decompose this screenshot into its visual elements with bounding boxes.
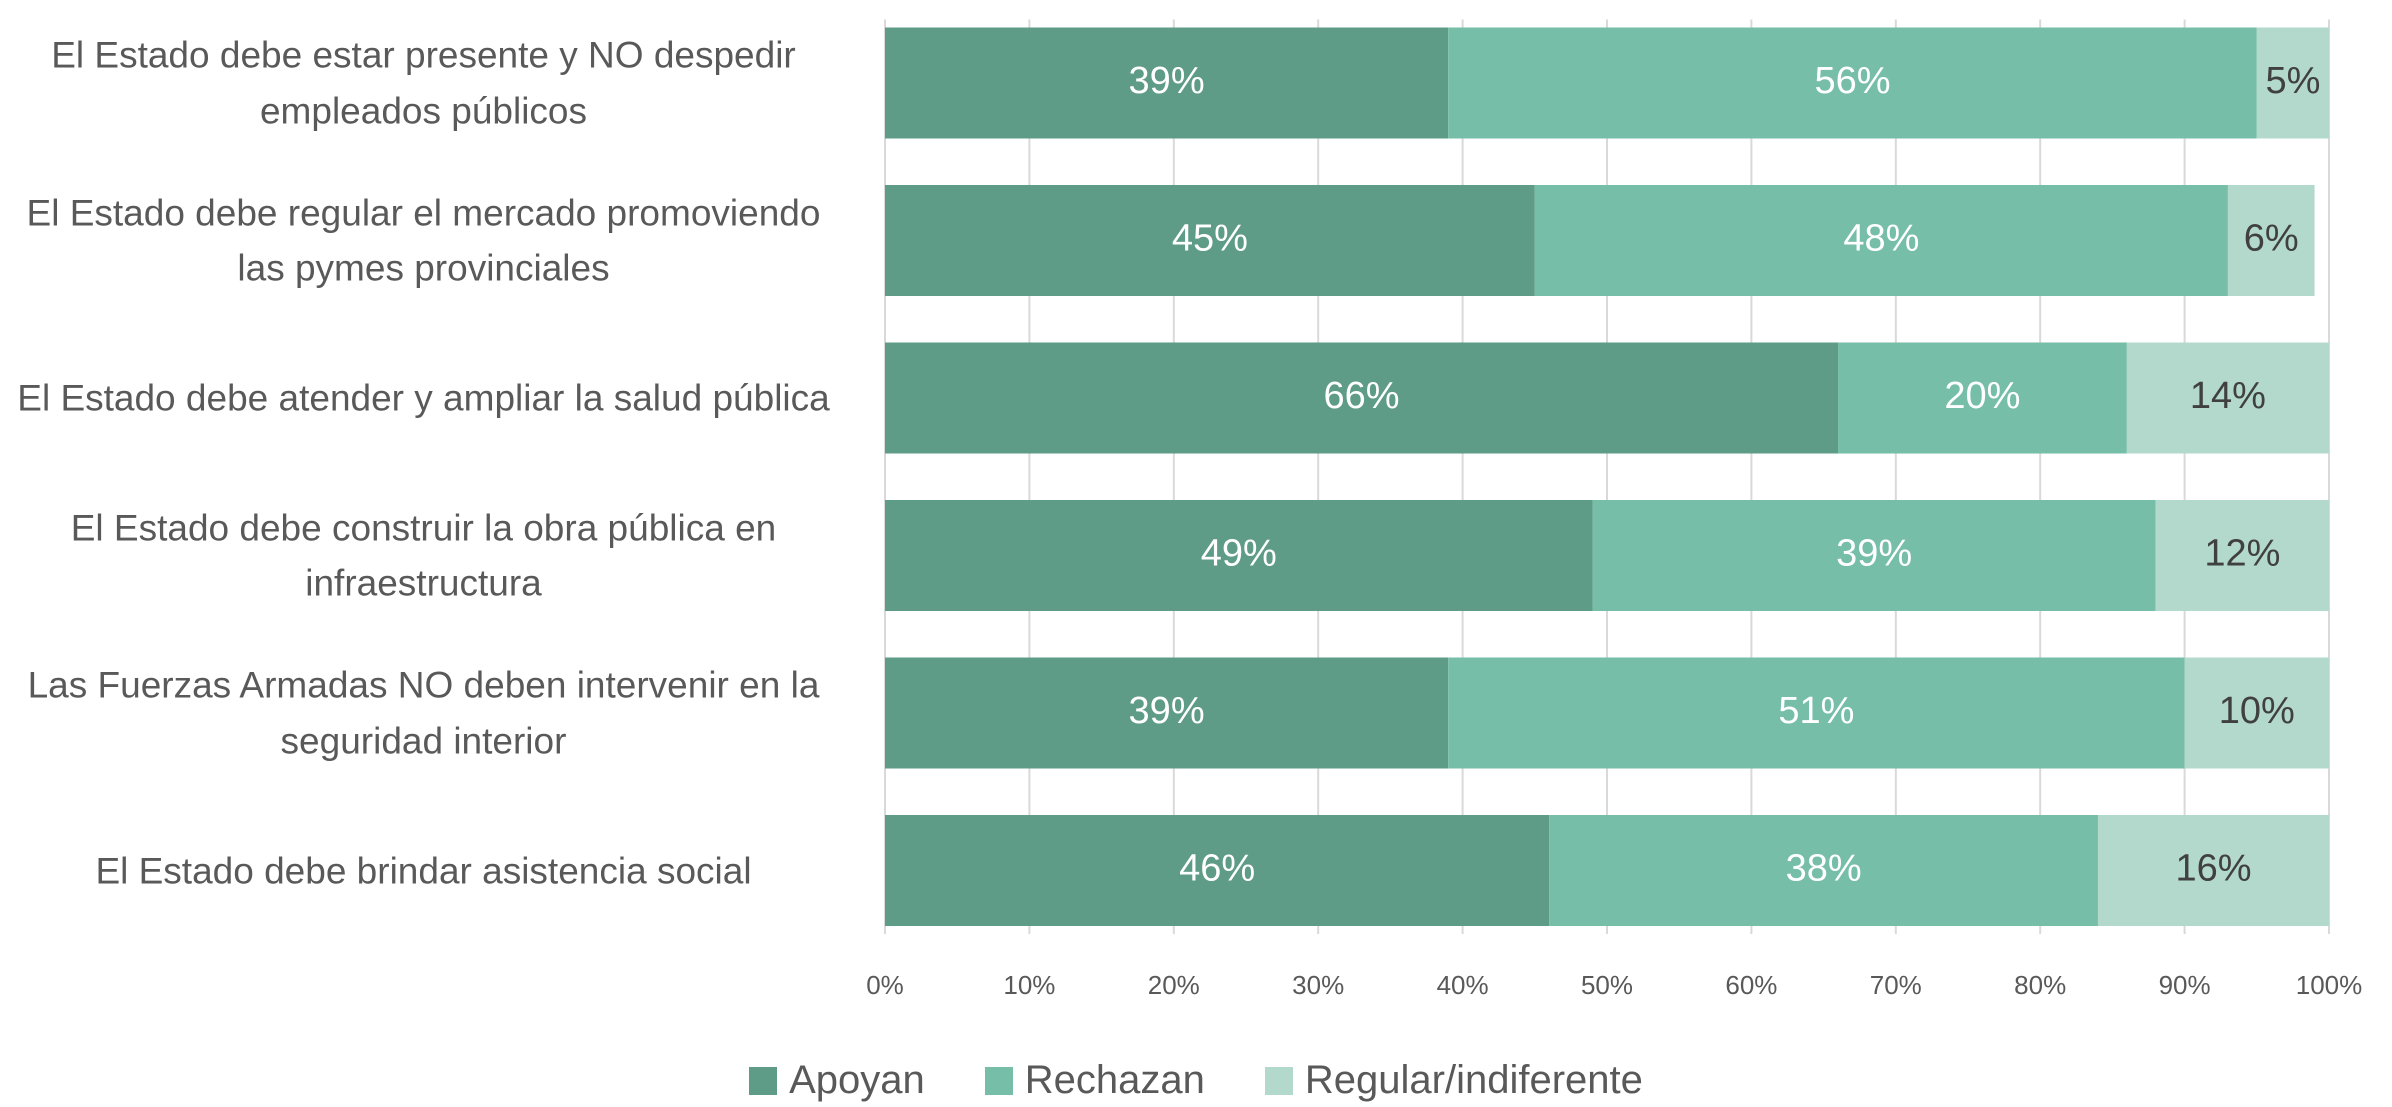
bar-segment bbox=[885, 500, 1593, 611]
legend: Apoyan Rechazan Regular/indiferente bbox=[0, 1058, 2392, 1103]
data-label: 56% bbox=[1814, 60, 1890, 102]
x-tick-label: 50% bbox=[1581, 970, 1633, 1000]
legend-swatch bbox=[984, 1066, 1013, 1095]
data-label: 16% bbox=[2175, 848, 2251, 890]
bar-segment bbox=[2227, 185, 2315, 296]
category-label: El Estado debe estar presente y NO despe… bbox=[51, 34, 796, 132]
legend-label: Regular/indiferente bbox=[1304, 1058, 1643, 1102]
data-label: 5% bbox=[2265, 60, 2320, 102]
bar-segment bbox=[1838, 342, 2127, 454]
data-label: 66% bbox=[1323, 375, 1399, 417]
legend-swatch bbox=[1264, 1066, 1293, 1095]
data-label: 14% bbox=[2190, 375, 2266, 417]
bar-segment bbox=[885, 27, 1449, 139]
legend-item: Rechazan bbox=[984, 1058, 1205, 1103]
legend-label: Apoyan bbox=[789, 1058, 925, 1102]
legend-label: Rechazan bbox=[1024, 1058, 1205, 1102]
bar-segment bbox=[2097, 815, 2329, 926]
data-label: 38% bbox=[1786, 848, 1862, 890]
bar-segment bbox=[1534, 185, 2228, 296]
x-tick-label: 10% bbox=[1003, 970, 1055, 1000]
category-label: El Estado debe construir la obra pública… bbox=[70, 507, 777, 604]
bar-segment bbox=[885, 185, 1535, 296]
legend-item: Regular/indiferente bbox=[1264, 1058, 1643, 1103]
x-tick-label: 100% bbox=[2296, 970, 2363, 1000]
x-tick-label: 30% bbox=[1292, 970, 1344, 1000]
data-label: 51% bbox=[1778, 690, 1854, 732]
data-label: 45% bbox=[1172, 218, 1248, 260]
data-label: 48% bbox=[1843, 218, 1919, 260]
x-tick-label: 40% bbox=[1437, 970, 1489, 1000]
data-label: 12% bbox=[2204, 533, 2280, 575]
legend-item: Apoyan bbox=[749, 1058, 925, 1103]
legend-swatch bbox=[749, 1066, 778, 1095]
category-label: El Estado debe brindar asistencia social bbox=[95, 849, 752, 891]
bar-segment bbox=[885, 657, 1449, 769]
bar-segment bbox=[2155, 500, 2329, 611]
category-label: Las Fuerzas Armadas NO deben intervenir … bbox=[27, 664, 820, 762]
category-label: El Estado debe atender y ampliar la salu… bbox=[17, 377, 830, 419]
data-label: 39% bbox=[1129, 690, 1205, 732]
bar-segment bbox=[1448, 27, 2257, 139]
bar-segment bbox=[1448, 657, 2185, 769]
x-tick-label: 60% bbox=[1725, 970, 1777, 1000]
data-label: 46% bbox=[1179, 848, 1255, 890]
x-tick-label: 20% bbox=[1148, 970, 1200, 1000]
data-label: 39% bbox=[1129, 60, 1205, 102]
data-label: 39% bbox=[1836, 533, 1912, 575]
bar-segment bbox=[1592, 500, 2156, 611]
bar-segment bbox=[885, 815, 1550, 926]
bar-segment bbox=[2256, 27, 2329, 139]
data-label: 20% bbox=[1944, 375, 2020, 417]
category-label: El Estado debe regular el mercado promov… bbox=[26, 192, 821, 289]
x-tick-label: 0% bbox=[866, 970, 904, 1000]
x-tick-label: 70% bbox=[1870, 970, 1922, 1000]
x-tick-label: 80% bbox=[2014, 970, 2066, 1000]
bar-segment bbox=[2184, 657, 2329, 769]
bar-segment bbox=[1549, 815, 2098, 926]
x-tick-label: 90% bbox=[2159, 970, 2211, 1000]
data-label: 6% bbox=[2244, 218, 2299, 260]
data-label: 10% bbox=[2219, 690, 2295, 732]
bar-segment bbox=[2126, 342, 2329, 454]
data-label: 49% bbox=[1201, 533, 1277, 575]
bar-segment bbox=[885, 342, 1839, 454]
